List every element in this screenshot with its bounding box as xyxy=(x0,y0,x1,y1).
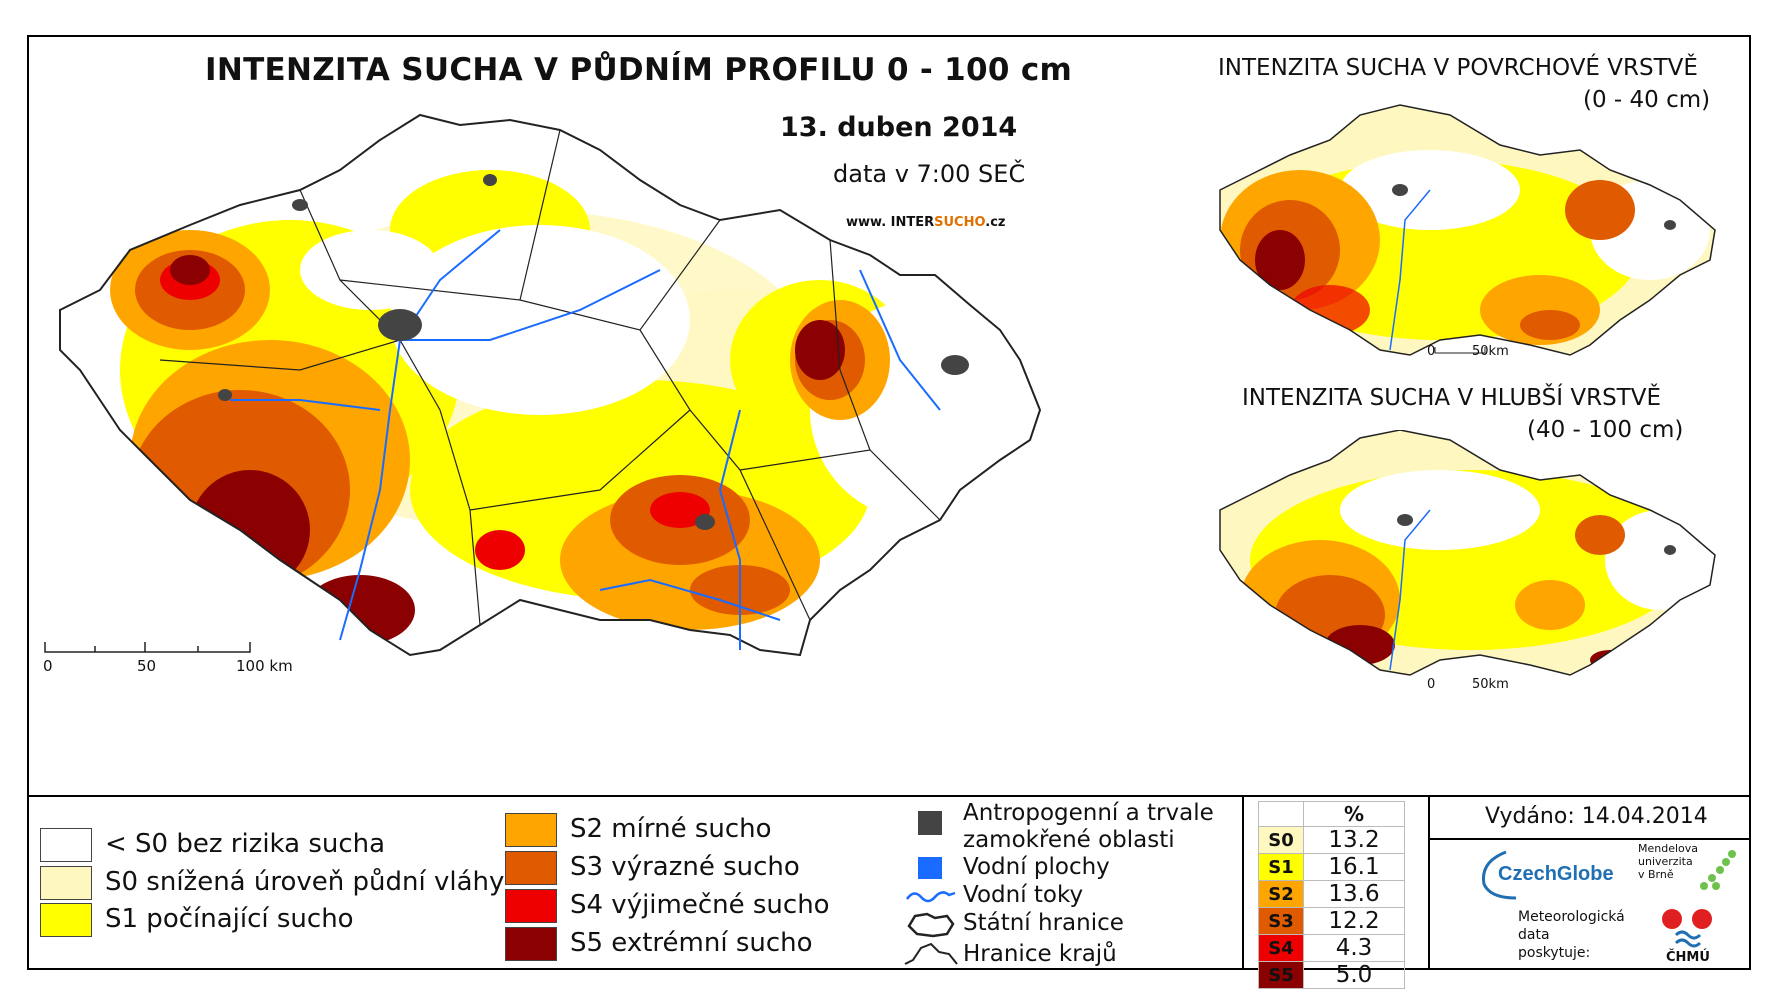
table-val-s1: 16.1 xyxy=(1304,854,1405,881)
table-val-s4: 4.3 xyxy=(1304,935,1405,962)
legend-label-s0: S0 snížená úroveň půdní vláhy xyxy=(105,867,504,897)
legend-label-s2: S2 mírné sucho xyxy=(570,814,772,844)
table-val-s2: 13.6 xyxy=(1304,881,1405,908)
legend-region-border: Hranice krajů xyxy=(963,941,1117,968)
data-provider-label: Meteorologická data poskytuje: xyxy=(1518,908,1625,962)
table-val-s0: 13.2 xyxy=(1304,827,1405,854)
region-border-icon xyxy=(903,940,959,970)
deep-map-title: INTENZITA SUCHA V HLUBŠÍ VRSTVĚ xyxy=(1242,385,1661,411)
deep-drought-map xyxy=(1210,430,1740,690)
provider-line3: poskytuje: xyxy=(1518,944,1625,962)
mendel-logo-icon xyxy=(1690,848,1740,898)
legend-label-s1: S1 počínající sucho xyxy=(105,904,354,934)
main-drought-map xyxy=(40,110,1190,760)
info-divider xyxy=(1428,838,1751,840)
legend-water-bodies: Vodní plochy xyxy=(963,854,1110,881)
legend-swatch-s1 xyxy=(40,903,92,937)
legend-label-none: < S0 bez rizika sucha xyxy=(105,829,385,859)
main-map-title: INTENZITA SUCHA V PŮDNÍM PROFILU 0 - 100… xyxy=(205,52,1072,88)
surface-map-title: INTENZITA SUCHA V POVRCHOVÉ VRSTVĚ xyxy=(1218,55,1698,81)
czechglobe-logo: CzechGlobe xyxy=(1476,844,1626,904)
table-cls-s4: S4 xyxy=(1259,935,1304,962)
table-val-s5: 5.0 xyxy=(1304,962,1405,989)
legend-anthropogenic-l2: zamokřené oblasti xyxy=(963,827,1175,854)
surface-scale-0: 0 xyxy=(1427,344,1435,359)
deep-scale-50: 50km xyxy=(1472,677,1509,692)
provider-line1: Meteorologická xyxy=(1518,908,1625,926)
table-row: S2 13.6 xyxy=(1259,881,1405,908)
table-cls-s3: S3 xyxy=(1259,908,1304,935)
table-val-s3: 12.2 xyxy=(1304,908,1405,935)
table-cls-s1: S1 xyxy=(1259,854,1304,881)
table-cls-s0: S0 xyxy=(1259,827,1304,854)
provider-line2: data xyxy=(1518,926,1625,944)
table-row: S4 4.3 xyxy=(1259,935,1405,962)
table-cls-s2: S2 xyxy=(1259,881,1304,908)
table-cls-s5: S5 xyxy=(1259,962,1304,989)
drought-percent-table: % S0 13.2 S1 16.1 S2 13.6 S3 12.2 S4 4.3 S5 5.… xyxy=(1258,801,1405,989)
surface-scale-50: 50km xyxy=(1472,344,1509,359)
main-scale-100: 100 km xyxy=(236,657,293,675)
issued-date: Vydáno: 14.04.2014 xyxy=(1485,804,1708,829)
legend-swatch-s0 xyxy=(40,866,92,900)
chmu-label: ČHMÚ xyxy=(1666,950,1710,965)
anthropogenic-swatch xyxy=(918,811,942,835)
table-row: S0 13.2 xyxy=(1259,827,1405,854)
legend-label-s3: S3 výrazné sucho xyxy=(570,852,800,882)
main-scale-50: 50 xyxy=(137,657,156,675)
table-header-row: % xyxy=(1259,802,1405,827)
legend-anthropogenic-l1: Antropogenní a trvale xyxy=(963,800,1214,827)
table-row: S3 12.2 xyxy=(1259,908,1405,935)
czechglobe-logo-text: CzechGlobe xyxy=(1498,863,1614,885)
legend-label-s5: S5 extrémní sucho xyxy=(570,928,813,958)
legend-swatch-none xyxy=(40,828,92,862)
deep-scale-0: 0 xyxy=(1427,677,1435,692)
legend-rivers: Vodní toky xyxy=(963,882,1083,909)
chmu-logo-icon xyxy=(1658,905,1718,950)
table-row: S5 5.0 xyxy=(1259,962,1405,989)
state-border-icon xyxy=(905,910,957,940)
legend-divider xyxy=(1242,795,1244,970)
legend-divider xyxy=(1428,795,1430,970)
water-bodies-swatch xyxy=(918,857,942,879)
table-row: S1 16.1 xyxy=(1259,854,1405,881)
main-scale-0: 0 xyxy=(43,657,53,675)
legend-swatch-s3 xyxy=(505,851,557,885)
legend-swatch-s5 xyxy=(505,927,557,961)
legend-label-s4: S4 výjimečné sucho xyxy=(570,890,830,920)
river-line-icon xyxy=(905,885,957,909)
table-header-percent: % xyxy=(1304,802,1405,827)
legend-swatch-s4 xyxy=(505,889,557,923)
legend-state-border: Státní hranice xyxy=(963,910,1124,937)
legend-swatch-s2 xyxy=(505,813,557,847)
